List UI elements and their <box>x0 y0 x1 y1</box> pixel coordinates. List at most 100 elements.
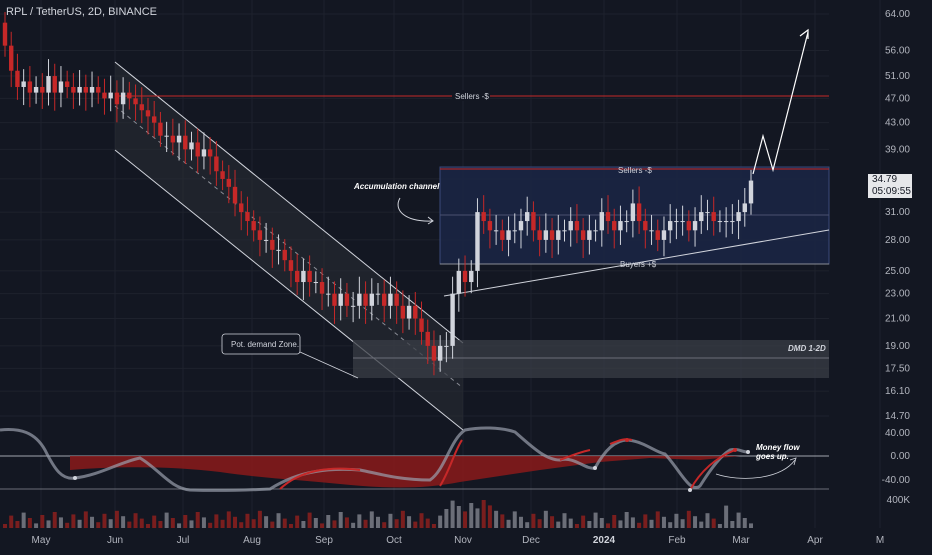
candle-body <box>450 293 455 346</box>
volume-bar <box>257 510 262 528</box>
candle-body <box>369 293 374 306</box>
candle-body <box>580 230 586 240</box>
candle-body <box>636 203 642 222</box>
candle-body <box>723 221 729 223</box>
volume-bar <box>407 516 412 528</box>
candle-body <box>294 270 300 283</box>
candle-body <box>413 305 418 319</box>
candle-body <box>307 270 312 283</box>
volume-bar <box>693 516 698 528</box>
time-tick-label: Dec <box>522 535 540 546</box>
volume-bar <box>581 515 586 528</box>
volume-bar <box>425 518 430 528</box>
candle-body <box>120 92 126 105</box>
accumulation-range: Sellers -$ Buyers +$ <box>439 166 830 297</box>
volume-bar <box>562 513 567 528</box>
candle-body <box>114 92 120 105</box>
volume-bar <box>90 516 95 528</box>
candle-body <box>332 293 337 306</box>
candle-body <box>717 221 723 223</box>
candle-body <box>748 180 754 204</box>
volume-bar <box>9 515 14 528</box>
last-price: 34.79 <box>872 174 898 185</box>
volume-bar <box>500 514 505 528</box>
candle-body <box>189 142 194 150</box>
price-tick-label: 17.50 <box>885 363 910 374</box>
volume-bar <box>736 512 741 528</box>
volume-bar <box>686 510 691 528</box>
volume-bar <box>382 522 387 528</box>
volume-bar <box>525 522 530 528</box>
volume-bar <box>313 518 318 528</box>
volume-bar <box>450 500 455 528</box>
volume-bar <box>34 523 39 528</box>
candle-body <box>686 221 692 231</box>
candle-body <box>512 230 517 232</box>
candle-body <box>661 230 667 240</box>
volume-bar <box>699 521 704 528</box>
candle-body <box>382 293 387 306</box>
candle-body <box>40 86 45 93</box>
candle-body <box>2 22 8 46</box>
candle-body <box>257 230 263 240</box>
candle-body <box>655 230 660 240</box>
volume-bar <box>338 512 343 528</box>
volume-bar <box>531 513 536 528</box>
volume-bar <box>52 512 57 528</box>
last-price-tag: 34.79 05:09:55 <box>868 174 912 198</box>
candle-body <box>537 230 542 240</box>
volume-bar <box>288 524 293 528</box>
candle-body <box>52 76 57 93</box>
volume-bar <box>494 510 499 528</box>
price-tick-label: 56.00 <box>885 45 910 56</box>
price-tick-label: 16.10 <box>885 386 910 397</box>
candle-body <box>425 331 430 346</box>
candle-body <box>214 156 219 172</box>
candle-body <box>525 212 530 222</box>
candle-body <box>183 135 188 150</box>
volume-bar <box>655 511 660 528</box>
candle-body <box>518 221 524 231</box>
volume-bar <box>543 510 548 528</box>
candle-body <box>605 212 611 222</box>
volume-bar <box>369 511 374 528</box>
candle-body <box>344 293 350 306</box>
volume-bar <box>668 522 673 528</box>
volume-bar <box>239 522 244 528</box>
volume-bar <box>413 521 418 528</box>
volume-bar <box>164 512 169 528</box>
price-tick-label: 39.00 <box>885 144 910 155</box>
candle-body <box>102 92 107 99</box>
volume-bar <box>121 516 126 528</box>
volume-bar <box>270 521 275 528</box>
volume-bar <box>357 514 362 528</box>
candle-body <box>469 270 474 283</box>
volume-bar <box>649 519 654 528</box>
price-tick-label: 25.00 <box>885 266 910 277</box>
volume-bar <box>251 519 256 528</box>
volume-bar <box>705 513 710 528</box>
candle-body <box>288 260 294 271</box>
volume-bar <box>487 505 492 528</box>
candle-body <box>612 221 617 231</box>
volume-bar <box>307 512 312 528</box>
price-tick-label: 47.00 <box>885 93 910 104</box>
volume-bar <box>550 516 555 528</box>
volume-bar <box>96 522 101 528</box>
time-tick-label: Mar <box>732 535 750 546</box>
volume-bar <box>711 518 716 528</box>
candle-body <box>587 230 592 240</box>
candle-body <box>152 116 157 123</box>
volume-bar <box>189 520 194 528</box>
candle-body <box>574 221 580 231</box>
volume-bar <box>233 516 238 528</box>
candle-body <box>319 282 325 294</box>
candle-body <box>456 270 462 294</box>
volume-bar <box>245 513 250 528</box>
price-tick-label: 14.70 <box>885 411 910 422</box>
candle-body <box>649 230 654 232</box>
candle-body <box>437 345 443 361</box>
candle-body <box>357 293 362 306</box>
price-tick-label: 28.00 <box>885 235 910 246</box>
